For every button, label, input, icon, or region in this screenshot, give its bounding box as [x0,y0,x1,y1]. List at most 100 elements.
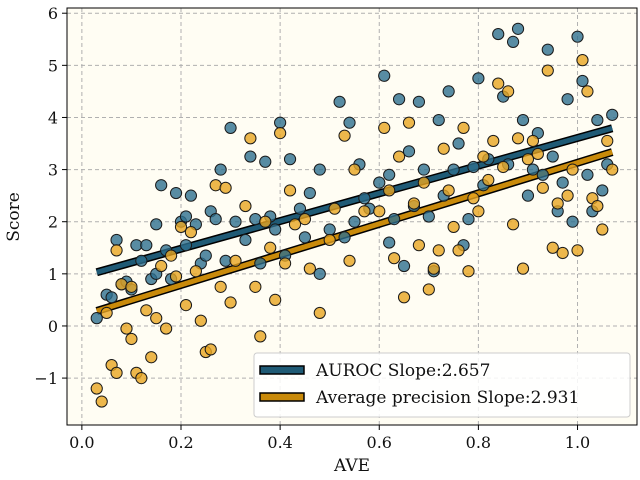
scatter-point [274,127,287,140]
scatter-point [606,108,619,121]
scatter-point [581,168,594,181]
scatter-point [397,291,411,304]
scatter-point [402,116,416,129]
fit-line [96,149,613,314]
scatter-point [516,113,530,127]
scatter-point [462,213,475,226]
scatter-point [105,291,118,304]
scatter-point [204,343,217,356]
scatter-point [378,69,391,82]
scatter-point [432,244,445,257]
scatter-point [110,366,123,379]
scatter-point [432,113,445,127]
scatter-point [541,43,554,56]
scatter-point [591,113,604,127]
scatter-point [189,265,202,278]
scatter-point [100,306,113,320]
x-tick-label: 0.0 [69,433,94,452]
scatter-point [358,192,371,205]
scatter-point [224,121,237,134]
scatter-point [214,163,227,176]
scatter-point [383,184,396,197]
scatter-point [298,213,312,226]
scatter-point [174,220,188,234]
scatter-point [348,163,361,176]
scatter-point [422,283,435,296]
scatter-point [487,134,500,148]
y-tick-label: 1 [48,265,58,284]
scatter-point [392,93,406,106]
scatter-point [467,160,480,174]
scatter-point [323,223,336,236]
scatter-point [269,223,282,236]
scatter-point [90,382,103,395]
scatter-point [338,231,351,244]
legend-box [253,352,631,418]
scatter-point [348,215,361,228]
data-points [90,22,619,408]
scatter-point [388,213,401,226]
scatter-point [417,163,430,176]
scatter-point [556,176,569,189]
scatter-point [383,236,396,249]
scatter-point [229,254,242,267]
scatter-point [269,293,282,306]
legend-swatch [259,365,305,375]
scatter-point [179,210,193,223]
scatter-point [244,150,257,163]
x-tick-label: 0.2 [168,433,193,452]
scatter-point [164,249,178,262]
scatter-point [288,218,302,231]
scatter-point [343,116,356,129]
scatter-point [422,210,435,223]
scatter-point [566,215,579,228]
x-tick-label: 0.8 [466,433,491,452]
y-axis-title: Score [4,192,24,242]
scatter-point [90,312,103,325]
plot-frame [66,7,638,426]
scatter-point [145,351,158,364]
scatter-point [412,239,426,252]
scatter-point [412,95,426,108]
scatter-point [511,22,525,35]
scatter-point [110,244,123,257]
scatter-point [497,160,510,174]
scatter-point [264,241,277,254]
scatter-point [546,150,559,163]
scatter-point [511,132,525,145]
scatter-point [150,218,163,231]
scatter-point [239,233,252,247]
y-tick-label: 5 [48,56,58,75]
scatter-point [199,249,212,262]
scatter-point [492,77,505,90]
scatter-point [462,265,475,278]
scatter-point [388,252,401,265]
scatter-point [313,163,326,176]
scatter-point [155,179,168,192]
scatter-point [150,312,163,325]
scatter-point [467,192,480,205]
scatter-point [437,142,450,155]
scatter-point [576,74,589,88]
scatter-point [135,254,148,267]
scatter-point [447,220,460,234]
scatter-point [427,262,440,275]
legend: AUROC Slope:2.657 Average precision Slope… [253,352,631,418]
scatter-point [531,147,544,161]
scatter-point [209,179,222,192]
scatter-point [184,189,198,202]
scatter-point [492,27,505,41]
scatter-point [526,163,540,176]
scatter-point [254,330,267,343]
scatter-point [249,280,262,293]
scatter-point [576,54,589,67]
scatter-point [536,181,549,194]
scatter-point [254,257,267,270]
scatter-point [521,189,535,202]
scatter-point [526,134,540,148]
scatter-point [442,184,455,197]
scatter-point [224,296,237,309]
x-axis-title: AVE [333,456,370,476]
scatter-point [541,64,554,77]
